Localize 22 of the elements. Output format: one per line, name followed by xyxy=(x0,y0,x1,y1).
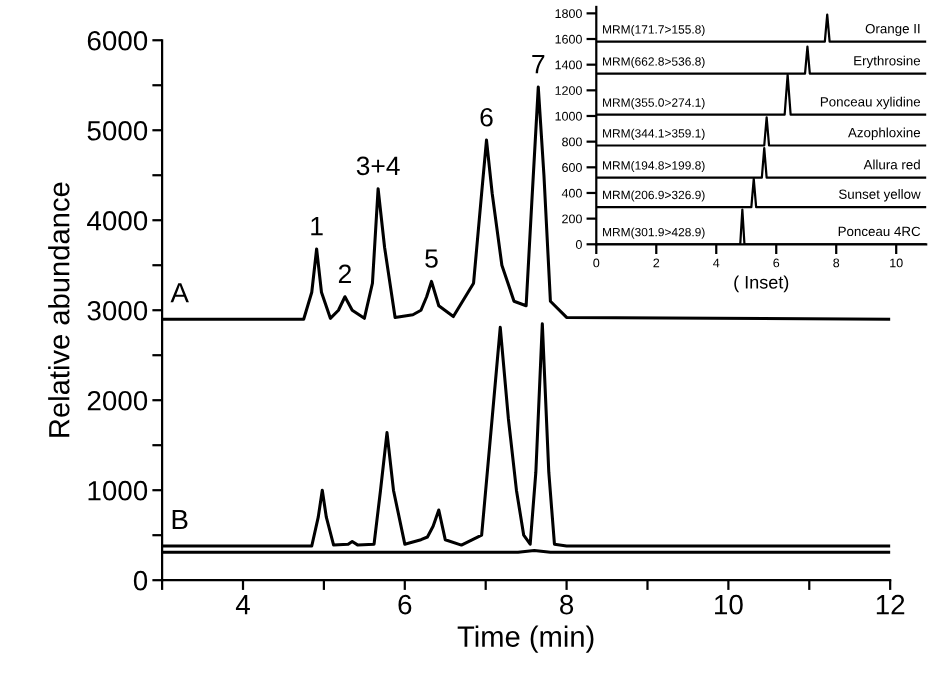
y-tick-label: 4000 xyxy=(87,210,148,231)
x-axis-title: ( Inset) xyxy=(734,275,789,293)
x-axis-title: Time (min) xyxy=(457,625,594,653)
x-tick-label: 8 xyxy=(560,594,574,615)
y-tick-label: 3000 xyxy=(87,300,148,321)
y-tick-label: 1000 xyxy=(88,480,148,501)
annotation: 5 xyxy=(425,249,438,268)
y-tick-label: 2000 xyxy=(87,390,148,411)
annotation: 6 xyxy=(480,107,493,127)
x-tick-label: 4 xyxy=(235,595,250,615)
annotation: 7 xyxy=(532,55,545,74)
y-tick-label: 0 xyxy=(133,570,148,591)
series-label: A xyxy=(170,283,189,303)
annotation: 3+4 xyxy=(356,156,400,176)
x-tick-label: 6 xyxy=(398,594,412,615)
y-axis-title: Relative abundance xyxy=(48,182,70,437)
series-label: B xyxy=(172,510,188,530)
x-tick-label: 10 xyxy=(715,594,743,615)
y-tick-label: 6000 xyxy=(87,30,148,51)
annotation: 1 xyxy=(311,217,323,236)
x-tick-label: 12 xyxy=(876,594,905,615)
y-tick-label: 5000 xyxy=(87,120,148,141)
